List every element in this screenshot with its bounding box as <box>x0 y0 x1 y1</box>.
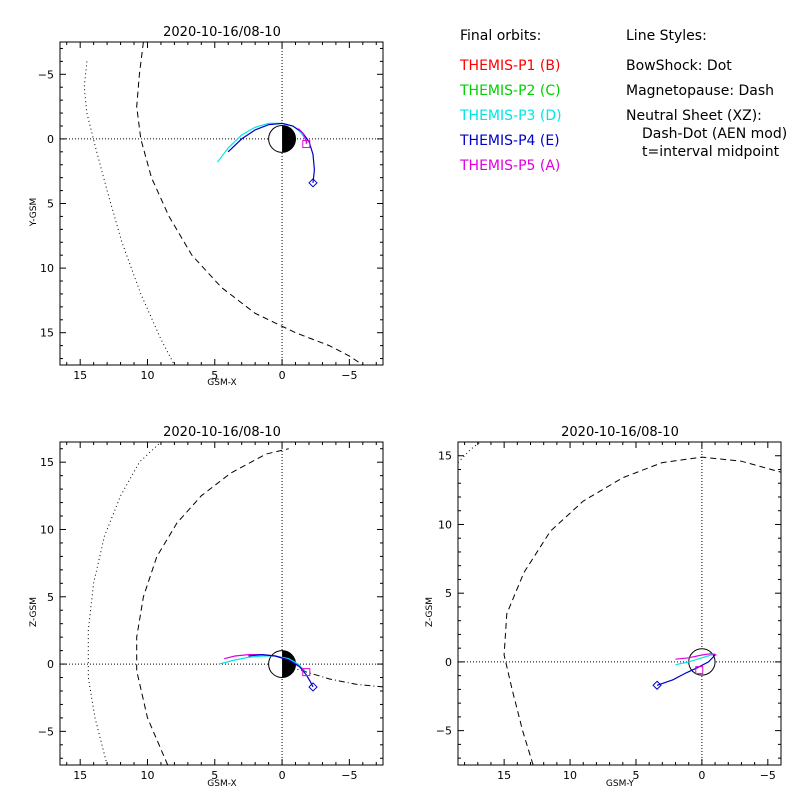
ytick-label-xz: 10 <box>40 523 54 536</box>
marker-diamond-xy <box>308 178 318 188</box>
legend-probe-p1: THEMIS-P1 (B) <box>459 58 560 74</box>
panel-yz-xlabel: GSM-Y <box>606 779 635 789</box>
orbit-themis-p3-d-xy <box>217 122 309 163</box>
earth-night-side-xz <box>282 650 296 678</box>
bowshock-xz <box>87 442 162 765</box>
xtick-label-xy: 0 <box>279 369 286 382</box>
magnetopause-yz <box>503 456 781 765</box>
marker-square-yz <box>695 666 704 675</box>
legend-probe-p5: THEMIS-P5 (A) <box>459 158 560 174</box>
ytick-label-xy: 15 <box>40 327 54 340</box>
panel-xy-xlabel: GSM-X <box>207 378 236 388</box>
ytick-label-yz: 10 <box>438 518 452 531</box>
xtick-label-xz: −5 <box>341 769 357 782</box>
legend-orbits-title: Final orbits: <box>460 28 541 44</box>
ytick-label-yz: −5 <box>436 725 452 738</box>
frame-xy <box>59 41 384 366</box>
frame-xz <box>59 441 384 766</box>
orbit-themis-p5-a-xy <box>297 128 307 145</box>
magnetopause-xz <box>136 448 289 765</box>
marker-diamond-xz <box>308 682 318 692</box>
legend-probe-p4: THEMIS-P4 (E) <box>459 133 560 149</box>
plot-yz-contents <box>458 442 781 765</box>
panel-xz-xlabel: GSM-X <box>207 779 236 789</box>
xtick-label-xy: 5 <box>211 369 218 382</box>
earth-yz <box>688 648 716 676</box>
panel-xy-title: 2020-10-16/08-10 <box>163 25 281 40</box>
legend-style-neutral-sheet: Neutral Sheet (XZ): <box>626 108 762 124</box>
ytick-label-xy: 0 <box>47 133 54 146</box>
ytick-label-xz: 15 <box>40 456 54 469</box>
marker-square-xz <box>302 668 311 677</box>
panel-xz-ylabel: Z-GSM <box>29 597 39 627</box>
panel-yz-ylabel: Z-GSM <box>425 597 435 627</box>
ytick-label-xy: 10 <box>40 262 54 275</box>
ytick-label-xz: 5 <box>47 591 54 604</box>
xtick-label-xz: 10 <box>140 769 154 782</box>
xtick-label-xz: 15 <box>73 769 87 782</box>
panel-xz-plot-area: 15 10 5 0 −5 −5 0 5 10 15 <box>38 441 384 782</box>
marker-diamond-yz <box>652 680 662 690</box>
xtick-label-xy: 15 <box>73 369 87 382</box>
panel-xy-plot-area: 15 10 5 0 −5 −5 0 5 10 15 <box>38 41 384 382</box>
marker-square-xy <box>302 140 311 149</box>
xtick-label-xy: 10 <box>140 369 154 382</box>
plot-xz-contents <box>60 442 383 765</box>
ytick-label-xz: 0 <box>47 658 54 671</box>
bowshock-yz <box>458 442 481 463</box>
xtick-label-yz: 5 <box>632 769 639 782</box>
legend-style-bowshock: BowShock: Dot <box>626 58 732 74</box>
orbit-themis-p3-d-xz <box>218 655 306 672</box>
panel-yz-plot-area: 15 10 5 0 −5 −5 0 5 10 15 <box>436 441 782 782</box>
plot-xy-contents <box>60 42 383 365</box>
earth-night-side-xy <box>282 125 296 153</box>
ytick-label-xy: 5 <box>47 198 54 211</box>
ytick-label-xz: −5 <box>38 725 54 738</box>
xtick-label-xz: 5 <box>211 769 218 782</box>
orbit-themis-p4-e-xz <box>248 653 314 688</box>
frame-yz <box>457 441 782 766</box>
xtick-label-yz: 0 <box>698 769 705 782</box>
panel-xz-title: 2020-10-16/08-10 <box>163 425 281 440</box>
xtick-label-xz: 0 <box>279 769 286 782</box>
orbit-themis-p4-e-xy <box>227 122 316 183</box>
panel-xy-ylabel: Y-GSM <box>29 198 39 227</box>
legend-probe-p3: THEMIS-P3 (D) <box>459 108 562 124</box>
orbit-themis-p4-e-yz <box>656 654 716 686</box>
ytick-label-yz: 15 <box>438 450 452 463</box>
legend-style-magnetopause: Magnetopause: Dash <box>626 83 774 99</box>
xtick-label-yz: 15 <box>497 769 511 782</box>
orbit-themis-p5-a-yz <box>675 653 717 660</box>
legend-style-midpoint: t=interval midpoint <box>642 144 780 160</box>
ytick-label-yz: 0 <box>445 656 452 669</box>
xtick-label-yz: −5 <box>760 769 776 782</box>
legend: Final orbits: Line Styles: THEMIS-P1 (B)… <box>459 28 787 174</box>
magnetopause-xy <box>136 42 364 365</box>
legend-probe-p2: THEMIS-P2 (C) <box>459 83 561 99</box>
xtick-label-xy: −5 <box>341 369 357 382</box>
ytick-label-yz: 5 <box>445 587 452 600</box>
bowshock-xy <box>83 61 175 365</box>
xtick-label-yz: 10 <box>563 769 577 782</box>
legend-styles-title: Line Styles: <box>626 28 707 44</box>
panel-yz-title: 2020-10-16/08-10 <box>561 425 679 440</box>
ytick-label-xy: −5 <box>38 68 54 81</box>
legend-style-dash-dot: Dash-Dot (AEN mod) <box>642 126 787 142</box>
